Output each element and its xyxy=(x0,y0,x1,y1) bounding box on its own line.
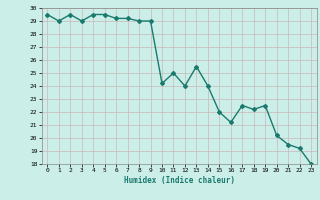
X-axis label: Humidex (Indice chaleur): Humidex (Indice chaleur) xyxy=(124,176,235,185)
